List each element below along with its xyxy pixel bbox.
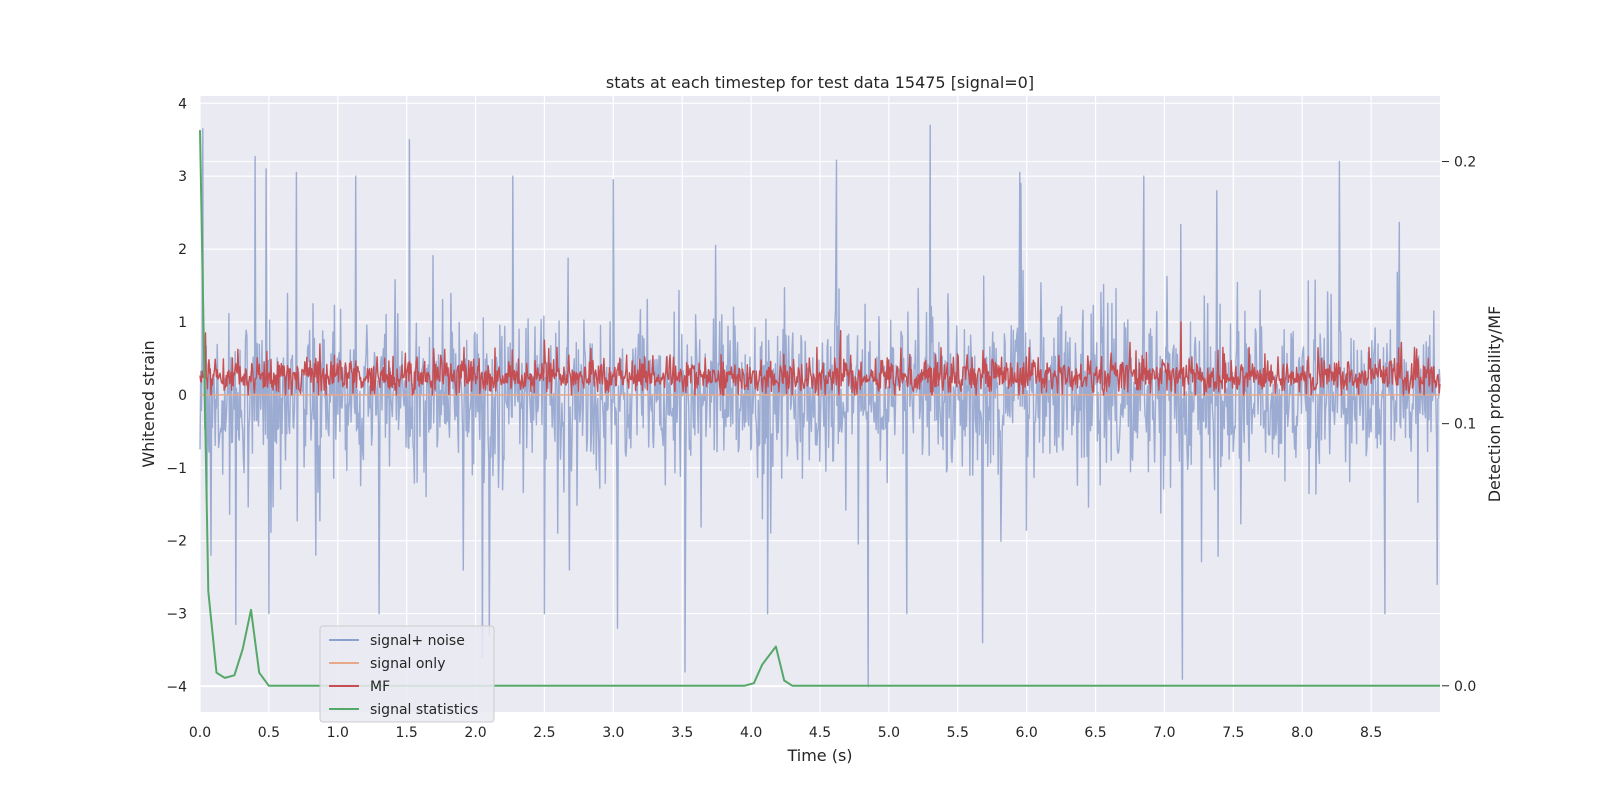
y-tick-label: 0	[178, 388, 187, 404]
legend-box	[319, 625, 495, 723]
y2-axis-title: Detection probability/MF	[1485, 306, 1504, 503]
x-tick-label: 6.5	[1084, 725, 1106, 741]
chart-title: stats at each timestep for test data 154…	[606, 73, 1034, 92]
legend-label-signal-only: signal only	[370, 656, 445, 672]
legend-label-signal-statistics: signal statistics	[370, 702, 478, 718]
y-tick-label: 3	[178, 169, 187, 185]
series-mf	[199, 321, 1441, 396]
x-tick-label: 1.0	[327, 725, 349, 741]
x-tick-label: 1.5	[396, 725, 418, 741]
x-tick-label: 2.5	[533, 725, 555, 741]
y2-tick-label: 0.0	[1454, 679, 1476, 695]
y-tick-label: −1	[166, 461, 187, 477]
x-tick-label: 6.0	[1016, 725, 1038, 741]
x-tick-label: 5.5	[947, 725, 969, 741]
x-tick-label: 3.0	[602, 725, 624, 741]
ticks-layer: 0.0 0.5 1.0 1.5 2.0 2.5 3.0 3.5 4.0 4.5 5.0 5.5 6.0 6…	[166, 96, 1476, 741]
x-tick-label: 5.0	[878, 725, 900, 741]
x-tick-label: 7.5	[1222, 725, 1244, 741]
y-axis-title: Whitened strain	[139, 340, 158, 467]
y-tick-label: 1	[178, 315, 187, 331]
x-tick-label: 7.0	[1153, 725, 1175, 741]
x-tick-label: 8.0	[1291, 725, 1313, 741]
x-tick-label: 0.0	[189, 725, 211, 741]
y-tick-label: 2	[178, 242, 187, 258]
y-tick-label: −3	[166, 607, 187, 623]
y-tick-label: −4	[166, 679, 187, 695]
y-tick-label: 4	[178, 96, 187, 112]
y2-tick-label: 0.1	[1454, 417, 1476, 433]
y-tick-label: −2	[166, 534, 187, 550]
series-signal-statistics	[199, 130, 1440, 687]
x-tick-label: 4.5	[809, 725, 831, 741]
legend-label-signal-noise: signal+ noise	[370, 633, 465, 649]
x-axis-title: Time (s)	[786, 746, 852, 765]
legend-label-mf: MF	[370, 679, 390, 695]
x-tick-label: 3.5	[671, 725, 693, 741]
legend: signal+ noise signal only MF signal stat…	[319, 625, 495, 723]
y2-tick-label: 0.2	[1454, 155, 1476, 171]
x-tick-label: 0.5	[258, 725, 280, 741]
x-tick-label: 4.0	[740, 725, 762, 741]
x-tick-label: 8.5	[1360, 725, 1382, 741]
series-layer	[199, 124, 1441, 688]
x-tick-label: 2.0	[464, 725, 486, 741]
